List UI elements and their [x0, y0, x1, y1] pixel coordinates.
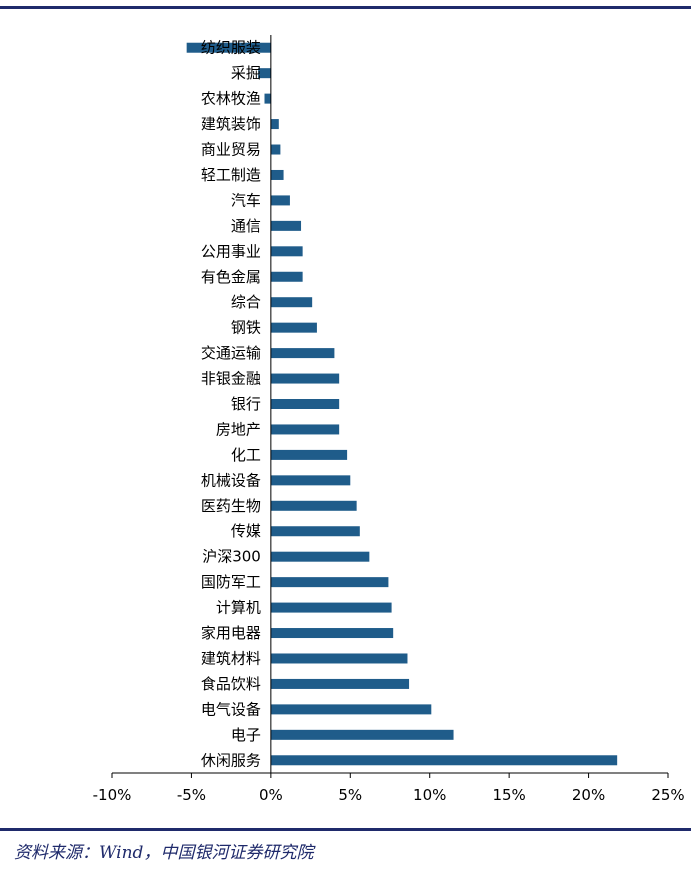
- x-tick-label: -5%: [177, 786, 206, 804]
- bar: [270, 755, 618, 766]
- x-tick-label: -10%: [93, 786, 132, 804]
- category-label: 公用事业: [201, 242, 261, 260]
- bars-group: [186, 42, 618, 766]
- category-label: 采掘: [231, 64, 261, 82]
- x-ticks-group: [111, 773, 669, 778]
- category-label: 国防军工: [201, 573, 261, 591]
- x-tick-label: 20%: [572, 786, 605, 804]
- bar-chart: 纺织服装采掘农林牧渔建筑装饰商业贸易轻工制造汽车通信公用事业有色金属综合钢铁交通…: [93, 35, 685, 804]
- category-label: 沪深300: [202, 548, 261, 566]
- category-label: 传媒: [231, 522, 261, 540]
- bar: [270, 424, 340, 435]
- bar: [270, 602, 392, 613]
- category-label: 银行: [231, 395, 261, 413]
- category-label: 农林牧渔: [201, 90, 261, 108]
- category-label: 钢铁: [231, 319, 261, 337]
- bar: [270, 653, 408, 664]
- category-label: 纺织服装: [201, 39, 261, 57]
- bar: [270, 678, 410, 689]
- bar: [270, 475, 351, 486]
- category-label: 休闲服务: [201, 751, 261, 769]
- bar: [270, 144, 281, 155]
- bar: [270, 271, 303, 282]
- bar: [270, 373, 340, 384]
- x-tick-label: 0%: [259, 786, 283, 804]
- x-tick-label: 10%: [413, 786, 446, 804]
- bar: [270, 551, 370, 562]
- bar: [270, 169, 284, 180]
- bar: [264, 93, 271, 104]
- category-label: 有色金属: [201, 268, 261, 286]
- bar: [270, 246, 303, 257]
- category-label: 非银金融: [201, 370, 261, 388]
- category-label: 机械设备: [201, 471, 261, 489]
- bar: [270, 348, 335, 359]
- category-label: 轻工制造: [201, 166, 261, 184]
- bar: [270, 704, 432, 715]
- bottom-rule: [0, 828, 691, 831]
- source-note: 资料来源：Wind，中国银河证券研究院: [14, 843, 314, 863]
- category-label: 食品饮料: [201, 675, 261, 693]
- category-label: 建筑材料: [201, 649, 261, 667]
- x-tick-label: 15%: [492, 786, 525, 804]
- category-label: 通信: [231, 217, 261, 235]
- bar: [186, 42, 271, 53]
- bar: [270, 399, 340, 409]
- bar: [270, 322, 317, 333]
- bar: [270, 577, 389, 588]
- bar: [258, 68, 271, 79]
- category-label: 商业贸易: [201, 141, 261, 159]
- category-label: 建筑装饰: [201, 115, 261, 133]
- bar: [270, 628, 394, 639]
- category-label: 电气设备: [201, 700, 261, 718]
- category-label: 医药生物: [201, 497, 261, 515]
- bar: [270, 119, 279, 130]
- bar: [270, 729, 454, 740]
- x-tick-labels-group: -10% -5% 0% 5% 10% 15% 20% 25%: [93, 786, 685, 804]
- bar: [270, 297, 313, 308]
- category-label: 电子: [231, 726, 261, 744]
- category-label: 计算机: [216, 599, 261, 617]
- bar: [270, 220, 302, 231]
- category-label: 化工: [231, 446, 261, 464]
- top-rule: [0, 6, 691, 9]
- category-labels-group: 纺织服装采掘农林牧渔建筑装饰商业贸易轻工制造汽车通信公用事业有色金属综合钢铁交通…: [201, 39, 261, 770]
- bar: [270, 449, 348, 460]
- bar: [270, 500, 357, 511]
- bar: [270, 526, 360, 537]
- bar: [270, 195, 290, 206]
- x-tick-label: 5%: [338, 786, 362, 804]
- category-label: 家用电器: [201, 624, 261, 642]
- category-label: 房地产: [216, 420, 261, 438]
- x-tick-label: 25%: [651, 786, 684, 804]
- category-label: 交通运输: [201, 344, 261, 362]
- category-label: 综合: [231, 293, 261, 311]
- category-label: 汽车: [231, 191, 261, 209]
